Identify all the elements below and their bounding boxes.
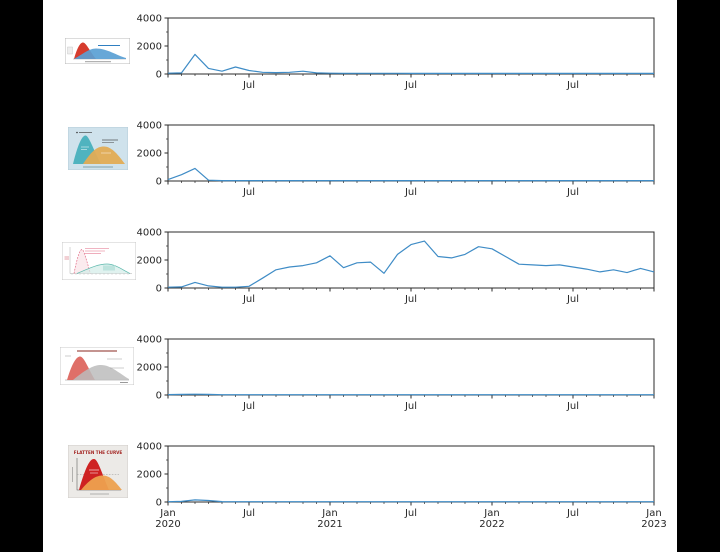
plot-border [167,231,655,289]
thumbnail-flatten-curve-teal-orange [68,127,128,170]
bullet-dot [76,131,78,134]
x-tick-label: Jul [566,187,579,198]
poster-title: FLATTEN THE CURVE [74,450,123,455]
thumbnail-flatten-the-curve-poster: FLATTEN THE CURVE [68,445,128,498]
y-tick-label: 0 [156,177,162,188]
pink-peak-curve [73,249,91,274]
x-tick-label: Jan [483,508,499,519]
x-tick-label: Jul [566,80,579,91]
plot-border [167,124,655,182]
y-tick-label: 2000 [137,363,162,374]
y-tick-label: 0 [156,391,162,402]
data-line [167,167,654,182]
y-tick-label: 4000 [137,228,162,239]
x-tick-label: Jul [404,401,417,412]
data-line [167,240,655,288]
x-tick-label: Jul [404,80,417,91]
thumbnail-flatten-curve-red-gray [60,347,134,385]
x-tick-label: Jul [404,187,417,198]
y-tick-label: 2000 [137,470,162,481]
x-tick-year-label: 2022 [479,519,504,530]
plot-border [167,338,655,396]
y-tick-label: 4000 [137,14,162,25]
chart-plot-2: Jul Jul Jul 0 2000 4000 [137,121,655,198]
orange-flat-curve [81,475,122,490]
x-axis-ticks [71,273,129,275]
plot-border [167,445,655,503]
x-tick-label: Jul [242,294,255,305]
data-line [167,53,654,75]
figure-canvas: FLATTEN THE CURVE Jul Jul Jul 0 2000 4000 Jul… [43,0,677,552]
y-tick-label: 2000 [137,149,162,160]
thumbnail-flatten-curve-red-blue [65,38,130,64]
x-tick-year-label: 2021 [317,519,342,530]
gray-flat-curve [73,365,129,380]
x-tick-label: Jul [242,187,255,198]
x-tick-label: Jan [645,508,661,519]
y-tick-label: 2000 [137,256,162,267]
x-tick-label: Jul [566,294,579,305]
y-tick-label: 0 [156,70,162,81]
chart-plot-4: Jul Jul Jul 0 2000 4000 [137,335,655,412]
x-tick-label: Jul [242,508,255,519]
chart-plot-1: Jul Jul Jul 0 2000 4000 [137,14,655,91]
y-tick-label: 4000 [137,442,162,453]
thumbnail-flatten-curve-pink-teal [62,242,136,280]
x-tick-label: Jul [566,508,579,519]
data-line [167,393,654,396]
y-tick-label: 4000 [137,121,162,132]
y-tick-label: 0 [156,284,162,295]
teal-label-box [103,265,115,271]
y-tick-label: 0 [156,498,162,509]
x-tick-year-label: 2023 [641,519,666,530]
x-tick-label: Jan [321,508,337,519]
x-tick-label: Jul [242,401,255,412]
x-tick-label: Jul [404,508,417,519]
x-tick-year-label: 2020 [155,519,180,530]
y-tick-label: 4000 [137,335,162,346]
x-tick-label: Jul [242,80,255,91]
data-line [167,499,654,503]
chart-plot-3: Jul Jul Jul 0 2000 4000 [137,228,655,305]
x-tick-label: Jan [159,508,175,519]
blue-flat-curve [74,48,126,59]
x-tick-label: Jul [404,294,417,305]
x-tick-label: Jul [566,401,579,412]
y-tick-label: 2000 [137,42,162,53]
legend-box [67,46,73,55]
plot-border [167,17,655,75]
orange-flat-curve [83,146,125,164]
